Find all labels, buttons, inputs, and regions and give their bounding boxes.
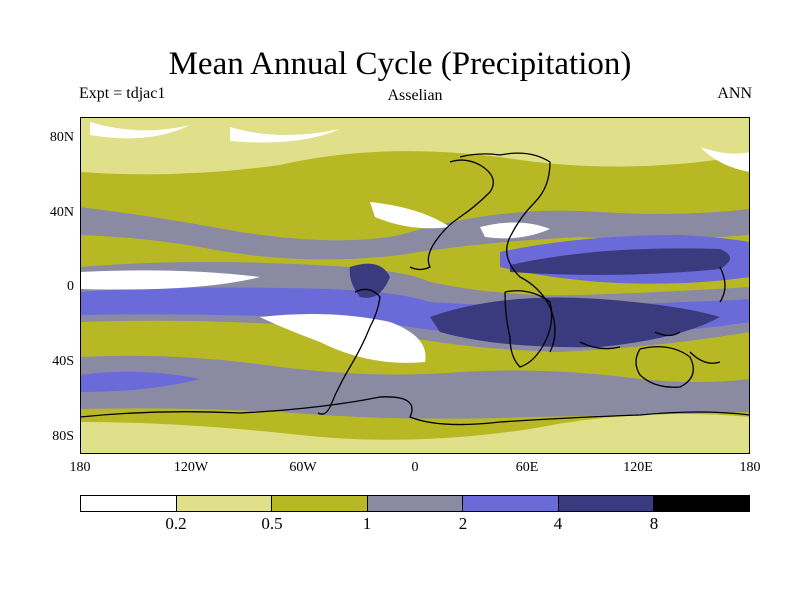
coast-north-america xyxy=(409,159,494,271)
lat-label-80n: 80N xyxy=(49,130,74,145)
coast-antarctica xyxy=(80,396,750,426)
field-dry-east-pacific xyxy=(80,270,260,290)
colorbar xyxy=(80,495,750,512)
field-africa-dark xyxy=(349,263,390,298)
coast-south-america xyxy=(317,288,381,415)
colorbar-swatch xyxy=(81,496,177,511)
colorbar-label: 0.2 xyxy=(165,514,187,533)
coastlines xyxy=(80,152,750,426)
coast-europe-asia xyxy=(459,152,556,353)
field-dry-atlantic xyxy=(370,202,450,229)
colorbar-swatch xyxy=(558,496,655,511)
field-southern-blue xyxy=(80,371,200,392)
colorbar-swatch xyxy=(463,496,559,511)
colorbar-label: 0.5 xyxy=(261,514,283,533)
lat-label-40n: 40N xyxy=(49,205,74,220)
coast-islands-east xyxy=(579,266,726,364)
lon-label-180w: 180 xyxy=(69,460,91,475)
colorbar-swatch xyxy=(176,496,273,511)
lat-label-0: 0 xyxy=(67,279,74,294)
field-warmpool-dark xyxy=(430,297,720,348)
lon-label-120w: 120W xyxy=(173,460,209,475)
colorbar-label: 8 xyxy=(649,514,659,533)
scheme-label: Asselian xyxy=(387,87,443,104)
colorbar-label: 2 xyxy=(458,514,468,533)
precipitation-map xyxy=(80,117,750,454)
coast-australia xyxy=(635,346,694,388)
field-south-light xyxy=(80,413,750,454)
lon-label-60w: 60W xyxy=(289,460,317,475)
field-north-grey xyxy=(80,207,750,260)
field-north-white xyxy=(90,122,750,172)
colorbar-swatch xyxy=(272,496,368,511)
experiment-label: Expt = tdjac1 xyxy=(79,85,166,102)
lon-label-60e: 60E xyxy=(515,460,539,475)
map-title: Mean Annual Cycle (Precipitation) xyxy=(168,46,632,82)
coast-africa xyxy=(504,290,553,368)
field-southern-grey xyxy=(80,355,750,419)
colorbar-label: 4 xyxy=(553,514,563,533)
field-north-dark xyxy=(510,248,730,275)
field-dry-south-pacific xyxy=(260,313,426,363)
period-label: ANN xyxy=(717,85,752,102)
lat-label-40s: 40S xyxy=(52,354,74,369)
field-dry-asia xyxy=(480,222,550,239)
colorbar-label: 1 xyxy=(362,514,372,533)
colorbar-swatch xyxy=(367,496,464,511)
colorbar-swatch xyxy=(654,496,750,511)
lon-label-180e: 180 xyxy=(739,460,761,475)
lon-label-120e: 120E xyxy=(623,460,653,475)
lat-label-80s: 80S xyxy=(52,429,74,444)
lon-label-0: 0 xyxy=(411,460,419,475)
